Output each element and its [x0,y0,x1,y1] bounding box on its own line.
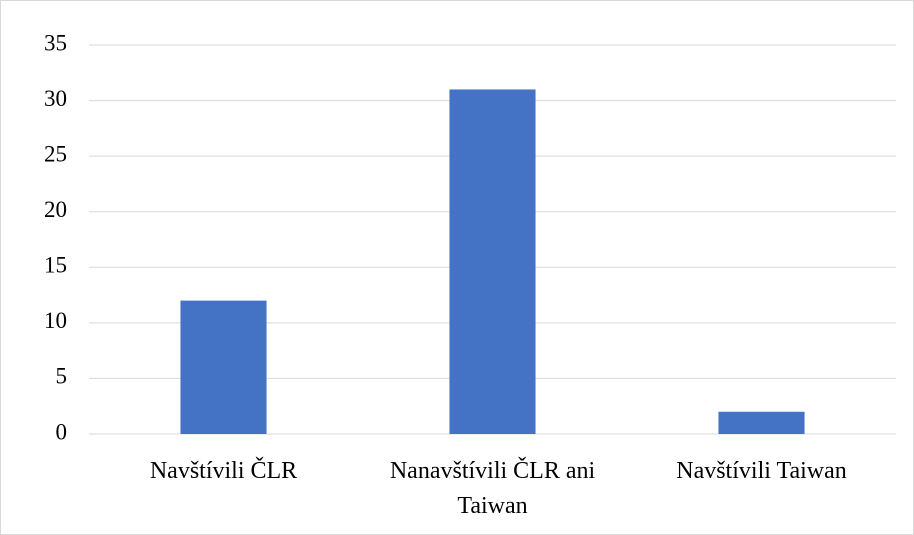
y-tick-label: 25 [44,141,67,166]
y-tick-label: 0 [56,419,68,444]
bar [449,89,536,434]
y-tick-label: 20 [44,197,67,222]
y-tick-label: 35 [44,30,67,55]
y-tick-label: 5 [56,364,68,389]
y-tick-label: 15 [44,253,67,278]
x-tick-label: Navštívili ČLR [149,458,298,484]
x-tick-label: Navštívili Taiwan [676,458,847,484]
bar [180,300,267,434]
x-tick-label: Nanavštívili ČLR ani Taiwan [389,458,596,519]
bar [718,411,805,434]
y-tick-label: 30 [44,86,67,111]
y-tick-label: 10 [44,308,67,333]
